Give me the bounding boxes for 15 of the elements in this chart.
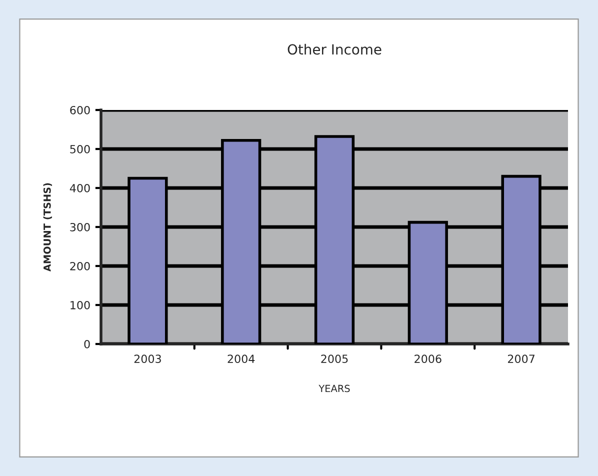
chart-title: Other Income	[288, 44, 382, 55]
x-axis-title: YEARS	[318, 384, 350, 392]
y-tick-label: 100	[70, 300, 90, 310]
y-tick-label: 600	[70, 106, 90, 114]
x-tick-label: 2003	[134, 354, 161, 364]
y-axis-title: AMOUNT (TSHS)	[43, 183, 52, 272]
y-tick-label: 500	[70, 144, 90, 154]
y-tick-label: 300	[70, 222, 90, 232]
x-tick-label: 2004	[228, 354, 255, 364]
x-tick-label: 2005	[321, 354, 348, 364]
y-tick-label: 400	[70, 184, 90, 192]
x-tick-label: 2007	[508, 354, 534, 364]
y-tick-label: 200	[70, 262, 90, 270]
x-tick-label: 2006	[414, 354, 442, 364]
y-tick-label: 0	[84, 340, 90, 348]
